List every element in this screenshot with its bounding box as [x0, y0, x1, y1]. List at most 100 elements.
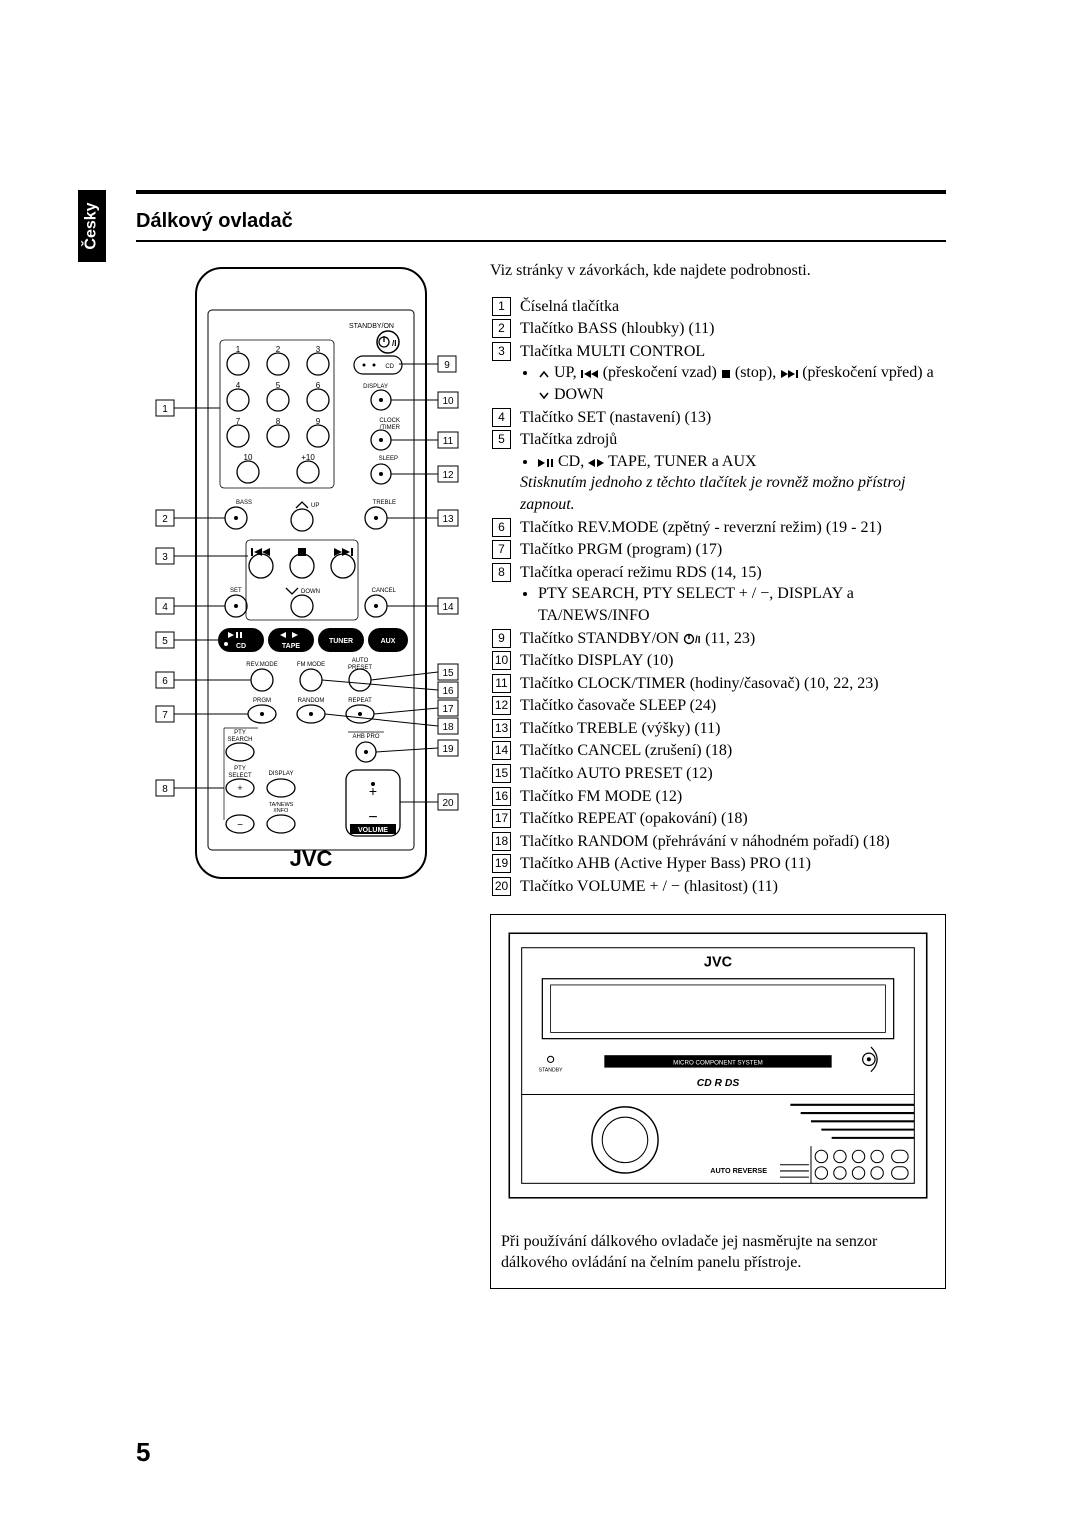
- label-tanews2: /INFO: [274, 808, 289, 814]
- intro-text: Viz stránky v závorkách, kde najdete pod…: [490, 260, 946, 282]
- label-autopreset2: PRESET: [348, 665, 372, 671]
- legend-item-12: Tlačítko časovače SLEEP (24): [490, 695, 946, 717]
- label-repeat: REPEAT: [348, 698, 372, 704]
- legend-item-5: Tlačítka zdrojů CD, TAPE, TUNER a AUX St…: [490, 429, 946, 515]
- device-box: JVC STANDBY MICRO COMPONENT SYSTEM CD R …: [490, 914, 946, 1289]
- legend-item-1: Číselná tlačítka: [490, 296, 946, 318]
- legend-item-19: Tlačítko AHB (Active Hyper Bass) PRO (11…: [490, 853, 946, 875]
- label-revmode: REV.MODE: [246, 662, 277, 668]
- device-brand: JVC: [704, 954, 733, 970]
- svg-text:14: 14: [442, 602, 454, 613]
- svg-text:/I: /I: [392, 339, 396, 348]
- legend-item-3: Tlačítka MULTI CONTROL UP, (přeskočení v…: [490, 341, 946, 406]
- language-tab-text: Česky: [83, 202, 101, 249]
- svg-text:16: 16: [442, 686, 454, 697]
- svg-text:/I: /I: [695, 635, 701, 645]
- volume-minus: −: [368, 809, 377, 826]
- legend-list: Číselná tlačítka Tlačítko BASS (hloubky)…: [490, 296, 946, 898]
- svg-text:15: 15: [442, 668, 454, 679]
- label-fmmode: FM MODE: [297, 662, 325, 668]
- label-ptyselect1: PTY: [234, 766, 246, 772]
- language-tab: Česky: [78, 190, 106, 262]
- label-standby: STANDBY/ON: [349, 323, 394, 330]
- svg-text:9: 9: [444, 360, 450, 371]
- label-ahbpro: AHB PRO: [352, 734, 379, 740]
- legend-item-2: Tlačítko BASS (hloubky) (11): [490, 318, 946, 340]
- svg-text:1: 1: [162, 404, 168, 415]
- svg-text:−: −: [237, 820, 243, 831]
- legend-item-10: Tlačítko DISPLAY (10): [490, 650, 946, 672]
- chevron-up-icon: [538, 369, 550, 379]
- skip-back-icon: [581, 369, 599, 379]
- legend-item-18: Tlačítko RANDOM (přehrávání v náhodném p…: [490, 831, 946, 853]
- label-treble: TREBLE: [373, 500, 396, 506]
- label-down: DOWN: [301, 589, 320, 595]
- stop-icon: [721, 369, 731, 379]
- svg-text:6: 6: [162, 676, 168, 687]
- label-ptyselect2: SELECT: [228, 773, 252, 779]
- legend-item-13: Tlačítko TREBLE (výšky) (11): [490, 718, 946, 740]
- svg-text:10: 10: [442, 396, 454, 407]
- rule-top: [136, 190, 946, 194]
- svg-text:7: 7: [162, 710, 168, 721]
- label-bass: BASS: [236, 500, 252, 506]
- content-columns: STANDBY/ON /I 1 2 3 CD: [136, 260, 946, 1289]
- svg-text:11: 11: [443, 436, 454, 447]
- svg-text:17: 17: [442, 704, 454, 715]
- label-prgm: PRGM: [253, 698, 271, 704]
- section-title: Dálkový ovladač: [136, 210, 293, 233]
- volume-plus: +: [369, 783, 377, 799]
- legend-item-20: Tlačítko VOLUME + / − (hlasitost) (11): [490, 876, 946, 898]
- label-rdsdisplay: DISPLAY: [269, 771, 294, 777]
- legend-item-17: Tlačítko REPEAT (opakování) (18): [490, 808, 946, 830]
- legend-item-4: Tlačítko SET (nastavení) (13): [490, 407, 946, 429]
- device-mcs-label: MICRO COMPONENT SYSTEM: [673, 1059, 763, 1066]
- label-autopreset1: AUTO: [352, 658, 369, 664]
- power-icon: /I: [683, 633, 701, 645]
- rule-under-title: [136, 240, 946, 242]
- text-column: Viz stránky v závorkách, kde najdete pod…: [490, 260, 946, 1289]
- legend-item-5-note: Stisknutím jednoho z těchto tlačítek je …: [520, 472, 946, 515]
- legend-item-7: Tlačítko PRGM (program) (17): [490, 539, 946, 561]
- legend-item-15: Tlačítko AUTO PRESET (12): [490, 763, 946, 785]
- svg-text:4: 4: [162, 602, 168, 613]
- label-source-cd: CD: [236, 643, 246, 650]
- legend-item-16: Tlačítko FM MODE (12): [490, 786, 946, 808]
- svg-text:20: 20: [442, 798, 454, 809]
- label-source-tuner: TUNER: [329, 638, 353, 645]
- label-cancel: CANCEL: [372, 588, 397, 594]
- device-standby-label: STANDBY: [539, 1067, 564, 1073]
- label-ptysearch1: PTY: [234, 730, 246, 736]
- svg-text:2: 2: [162, 514, 168, 525]
- label-random: RANDOM: [298, 698, 325, 704]
- legend-item-6: Tlačítko REV.MODE (zpětný - reverzní rež…: [490, 517, 946, 539]
- skip-forward-icon: [780, 369, 798, 379]
- page-number: 5: [136, 1437, 150, 1468]
- svg-text:19: 19: [442, 744, 454, 755]
- label-source-tape: TAPE: [282, 643, 300, 650]
- chevron-down-icon: [538, 391, 550, 401]
- legend-item-14: Tlačítko CANCEL (zrušení) (18): [490, 740, 946, 762]
- svg-text:12: 12: [442, 470, 454, 481]
- label-up: UP: [311, 503, 319, 509]
- device-cdrds-label: CD R DS: [697, 1078, 740, 1089]
- device-autoreverse-label: AUTO REVERSE: [710, 1166, 767, 1175]
- svg-text:8: 8: [162, 784, 168, 795]
- svg-text:5: 5: [162, 636, 168, 647]
- device-caption: Při používání dálkového ovladače jej nas…: [501, 1231, 935, 1274]
- legend-item-9: Tlačítko STANDBY/ON /I (11, 23): [490, 628, 946, 650]
- cd-indicator-label: CD: [385, 364, 394, 370]
- play-pause-icon: [538, 458, 554, 468]
- remote-diagram: STANDBY/ON /I 1 2 3 CD: [136, 260, 466, 900]
- label-sleep: SLEEP: [379, 456, 398, 462]
- label-set: SET: [230, 588, 242, 594]
- tape-direction-icon: [588, 458, 604, 468]
- label-source-aux: AUX: [381, 638, 396, 645]
- svg-text:3: 3: [162, 552, 168, 563]
- legend-item-11: Tlačítko CLOCK/TIMER (hodiny/časovač) (1…: [490, 673, 946, 695]
- device-illustration: JVC STANDBY MICRO COMPONENT SYSTEM CD R …: [501, 925, 935, 1214]
- label-ptysearch2: SEARCH: [227, 737, 252, 743]
- label-clock: CLOCK: [379, 418, 400, 424]
- svg-text:13: 13: [442, 514, 454, 525]
- remote-brand: JVC: [290, 846, 333, 871]
